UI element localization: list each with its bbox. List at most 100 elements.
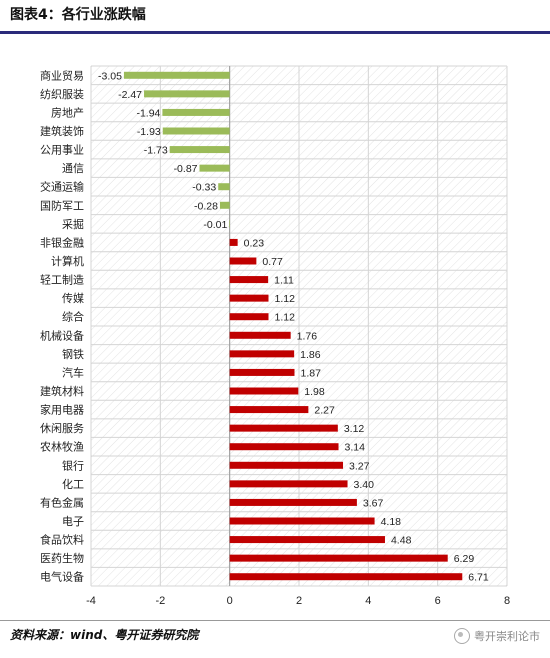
category-label: 采掘 bbox=[62, 217, 84, 231]
bar bbox=[229, 461, 344, 469]
data-label: 4.48 bbox=[391, 535, 412, 547]
category-label: 商业贸易 bbox=[40, 68, 84, 82]
data-label: 3.14 bbox=[345, 442, 366, 454]
bar bbox=[229, 406, 309, 414]
category-label: 医药生物 bbox=[40, 551, 84, 565]
bar bbox=[229, 313, 269, 321]
data-label: 1.11 bbox=[274, 275, 294, 287]
x-tick-label: 8 bbox=[504, 595, 510, 607]
category-label: 纺织服装 bbox=[40, 87, 84, 101]
data-label: -3.05 bbox=[98, 70, 122, 82]
category-label: 房地产 bbox=[51, 105, 84, 119]
chart-title: 图表4：各行业涨跌幅 bbox=[10, 7, 146, 23]
category-label: 电气设备 bbox=[40, 570, 84, 584]
data-label: 3.67 bbox=[363, 497, 384, 509]
source-note: 资料来源：wind、粤开证券研究院 bbox=[10, 628, 199, 642]
watermark-text: 粤开崇利论市 bbox=[474, 630, 540, 643]
category-label: 国防军工 bbox=[40, 198, 84, 212]
data-label: 0.77 bbox=[262, 256, 283, 268]
category-label: 轻工制造 bbox=[40, 273, 84, 287]
bar bbox=[229, 220, 230, 228]
data-label: 2.27 bbox=[314, 405, 335, 417]
bar bbox=[162, 127, 230, 135]
category-label: 建筑装饰 bbox=[40, 124, 84, 138]
x-tick-label: 2 bbox=[296, 595, 302, 607]
category-label: 有色金属 bbox=[40, 495, 84, 509]
watermark: 粤开崇利论市 bbox=[454, 628, 540, 644]
bar bbox=[229, 573, 463, 581]
data-label: -0.28 bbox=[194, 200, 218, 212]
data-label: -2.47 bbox=[118, 89, 142, 101]
data-label: 6.71 bbox=[468, 572, 489, 584]
data-label: 1.86 bbox=[300, 349, 321, 361]
data-label: 1.98 bbox=[304, 386, 325, 398]
bar bbox=[229, 443, 339, 451]
category-label: 休闲服务 bbox=[40, 421, 84, 435]
x-tick-label: -4 bbox=[86, 595, 96, 607]
category-label: 电子 bbox=[62, 515, 84, 528]
title-rule bbox=[0, 31, 550, 34]
bar bbox=[229, 424, 338, 432]
data-label: 1.12 bbox=[274, 312, 295, 324]
bar bbox=[229, 238, 238, 246]
category-label: 非银金融 bbox=[40, 235, 84, 249]
bar bbox=[229, 350, 295, 358]
category-label: 化工 bbox=[62, 477, 84, 491]
data-label: 1.12 bbox=[274, 293, 295, 305]
bar bbox=[229, 294, 269, 302]
category-label: 钢铁 bbox=[62, 348, 84, 361]
bar bbox=[229, 480, 348, 488]
data-label: -0.33 bbox=[192, 182, 216, 194]
category-label: 公用事业 bbox=[40, 144, 84, 157]
bar bbox=[229, 517, 375, 525]
chart-area: 商业贸易 -3.05 纺织服装 -2.47 房地产 -1.94 建筑装饰 -1.93 公用事业 -… bbox=[0, 56, 550, 616]
bar bbox=[229, 368, 295, 376]
category-label: 机械设备 bbox=[40, 328, 84, 342]
data-label: 3.12 bbox=[344, 423, 365, 435]
wechat-icon bbox=[454, 628, 470, 644]
bar bbox=[229, 554, 448, 562]
data-label: 1.76 bbox=[297, 330, 318, 342]
bar bbox=[229, 257, 257, 265]
bar bbox=[199, 164, 230, 172]
data-label: -0.87 bbox=[174, 163, 198, 175]
bar bbox=[229, 387, 299, 395]
bar bbox=[218, 183, 230, 191]
bar bbox=[169, 146, 230, 154]
data-label: -1.93 bbox=[137, 126, 161, 138]
category-label: 汽车 bbox=[62, 365, 84, 379]
category-label: 交通运输 bbox=[40, 180, 84, 194]
category-label: 传媒 bbox=[62, 292, 84, 305]
bar bbox=[229, 498, 357, 506]
bar bbox=[229, 331, 291, 339]
category-label: 计算机 bbox=[51, 254, 84, 268]
data-label: 3.40 bbox=[354, 479, 375, 491]
category-label: 综合 bbox=[62, 310, 84, 324]
data-label: 1.87 bbox=[300, 367, 321, 379]
bar bbox=[144, 90, 230, 98]
category-label: 家用电器 bbox=[40, 403, 84, 417]
bar bbox=[229, 276, 269, 284]
bar bbox=[123, 71, 230, 79]
category-label: 通信 bbox=[62, 162, 84, 175]
data-label: 3.27 bbox=[349, 460, 370, 472]
data-label: -0.01 bbox=[203, 219, 227, 231]
bar-chart: 商业贸易 -3.05 纺织服装 -2.47 房地产 -1.94 建筑装饰 -1.93 公用事业 -… bbox=[40, 65, 510, 607]
category-label: 农林牧渔 bbox=[40, 440, 84, 454]
x-tick-label: 0 bbox=[227, 595, 233, 607]
category-label: 建筑材料 bbox=[40, 384, 84, 398]
x-tick-label: 6 bbox=[435, 595, 441, 607]
footer-rule bbox=[0, 620, 550, 621]
bar bbox=[162, 108, 230, 116]
category-label: 食品饮料 bbox=[40, 533, 84, 547]
data-label: -1.73 bbox=[144, 145, 168, 157]
data-label: 4.18 bbox=[381, 516, 402, 528]
bar bbox=[229, 536, 385, 544]
x-tick-label: -2 bbox=[155, 595, 165, 607]
bar bbox=[219, 201, 230, 209]
data-label: 6.29 bbox=[454, 553, 475, 565]
x-tick-label: 4 bbox=[365, 595, 371, 607]
data-label: 0.23 bbox=[244, 237, 265, 249]
data-label: -1.94 bbox=[136, 107, 160, 119]
category-label: 银行 bbox=[62, 458, 84, 472]
